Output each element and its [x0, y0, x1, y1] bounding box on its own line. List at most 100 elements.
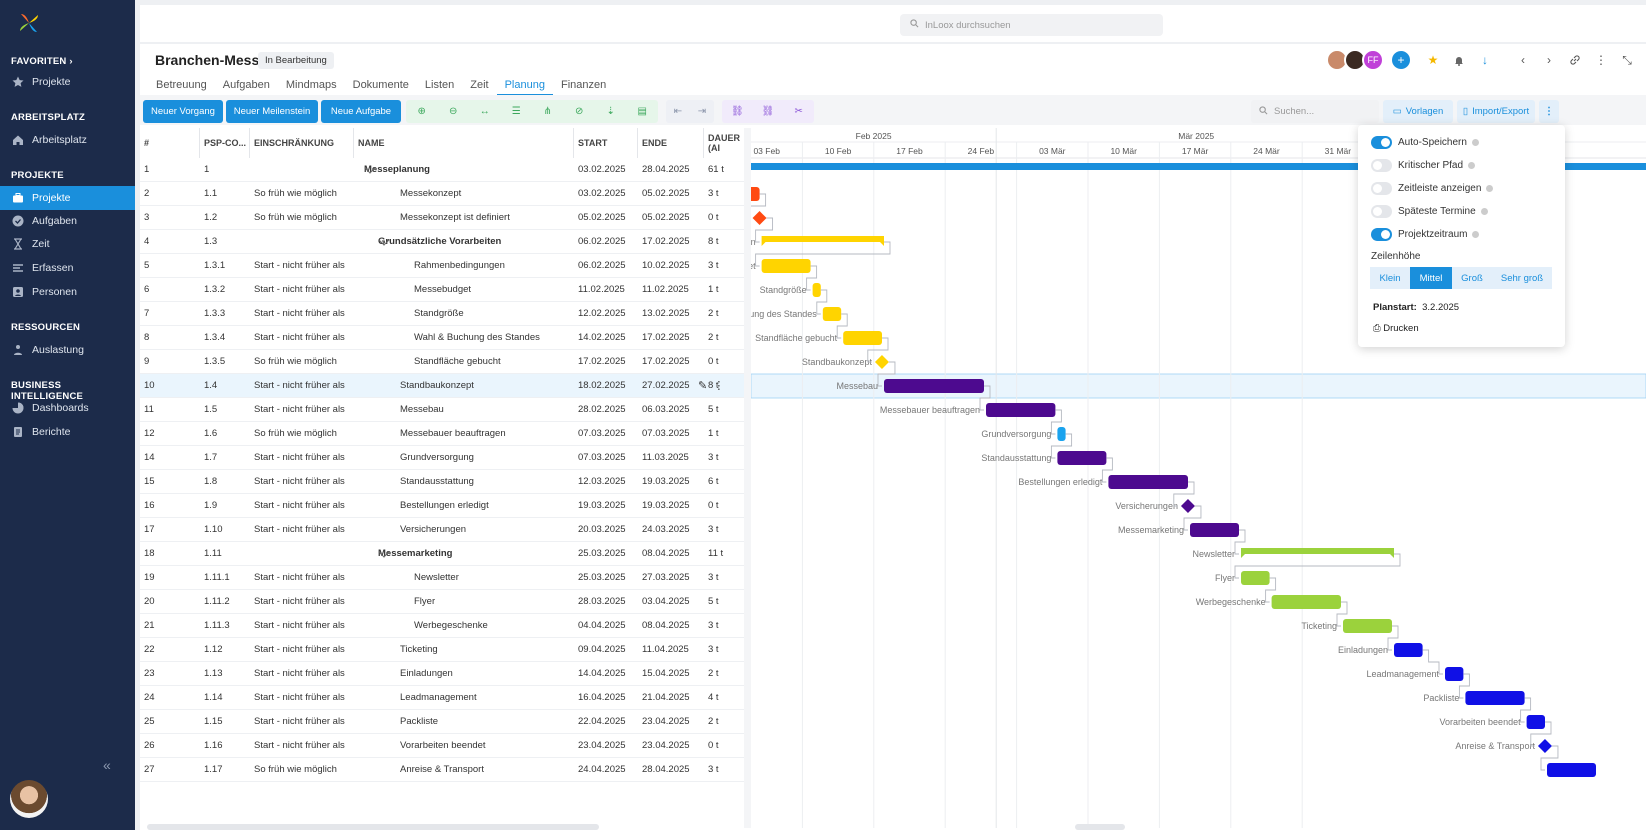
tab-listen[interactable]: Listen	[424, 79, 455, 91]
milestone-bar[interactable]	[752, 211, 767, 225]
table-row[interactable]: 14 1.7 Start - nicht früher als Grundversor…	[140, 446, 744, 470]
info-icon[interactable]	[1471, 138, 1479, 146]
cell-start[interactable]: 03.02.2025	[578, 188, 626, 199]
sidebar-item-projekte[interactable]: Projekte	[0, 186, 135, 210]
cell-end[interactable]: 19.03.2025	[642, 500, 690, 511]
bar-label[interactable]: Anreise & Transport	[1455, 741, 1535, 751]
cell-psp[interactable]: 1.3.4	[204, 332, 226, 343]
cell-constraint[interactable]: So früh wie möglich	[254, 188, 337, 199]
grid-scrollbar[interactable]	[147, 824, 599, 830]
cell-start[interactable]: 12.02.2025	[578, 308, 626, 319]
cell-psp[interactable]: 1.16	[204, 740, 223, 751]
cell-constraint[interactable]: Start - nicht früher als	[254, 284, 345, 295]
cell-constraint[interactable]: Start - nicht früher als	[254, 380, 345, 391]
zoom-out-icon[interactable]: ⊖	[449, 106, 458, 117]
cell-psp[interactable]: 1.11.3	[204, 620, 230, 631]
bar-label[interactable]: Ticketing	[1301, 621, 1337, 631]
new-process-button[interactable]: Neuer Vorgang	[143, 100, 223, 123]
table-row[interactable]: 15 1.8 Start - nicht früher als Standaussta…	[140, 470, 744, 494]
hide-icon[interactable]: ⊘	[575, 106, 584, 117]
bar-label[interactable]: Versicherungen	[1115, 501, 1178, 511]
tab-dokumente[interactable]: Dokumente	[352, 79, 409, 91]
cell-no[interactable]: 5	[144, 260, 150, 271]
table-row[interactable]: 3 1.2 So früh wie möglich Messekonzept ist …	[140, 206, 744, 230]
cell-name[interactable]: Grundversorgung	[400, 452, 474, 463]
tab-planung[interactable]: Planung	[496, 76, 553, 96]
cell-name[interactable]: Grundsätzliche Vorarbeiten	[378, 236, 502, 247]
cell-name[interactable]: Versicherungen	[400, 524, 467, 535]
table-row[interactable]: 4 1.3 Grundsätzliche Vorarbeiten 06.02.2025…	[140, 230, 744, 254]
cell-no[interactable]: 27	[144, 764, 155, 775]
task-bar[interactable]	[812, 283, 821, 297]
new-task-button[interactable]: Neue Aufgabe	[321, 100, 401, 123]
table-row[interactable]: 7 1.3.3 Start - nicht früher als Standgröße…	[140, 302, 744, 326]
cell-constraint[interactable]: Start - nicht früher als	[254, 524, 345, 535]
cell-name[interactable]: Flyer	[414, 596, 436, 607]
cell-name[interactable]: Messebauer beauftragen	[400, 428, 506, 439]
cell-name[interactable]: Messekonzept ist definiert	[400, 212, 510, 223]
bar-label[interactable]: Einladungen	[1338, 645, 1388, 655]
cell-end[interactable]: 28.04.2025	[642, 164, 690, 175]
cell-end[interactable]: 11.03.2025	[642, 452, 689, 463]
table-row[interactable]: 6 1.3.2 Start - nicht früher als Messebudge…	[140, 278, 744, 302]
cell-start[interactable]: 12.03.2025	[578, 476, 626, 487]
task-bar[interactable]	[1445, 667, 1464, 681]
task-bar[interactable]	[1190, 523, 1239, 537]
cell-duration[interactable]: 8 t	[708, 380, 719, 391]
templates-button[interactable]: ▭ Vorlagen	[1383, 100, 1453, 123]
star-icon[interactable]: ★	[1427, 53, 1439, 67]
cell-start[interactable]: 28.02.2025	[578, 404, 626, 415]
section-favoriten[interactable]: FAVORITEN ›	[11, 56, 73, 67]
table-row[interactable]: 18 1.11 Messemarketing 25.03.2025 08.04.2025…	[140, 542, 744, 566]
switch[interactable]	[1371, 135, 1392, 149]
task-bar[interactable]	[1241, 571, 1270, 585]
sidebar-item-dashboards[interactable]: Dashboards	[0, 396, 135, 420]
table-row[interactable]: 24 1.14 Start - nicht früher als Leadmanage…	[140, 686, 744, 710]
global-search-input[interactable]: InLoox durchsuchen	[900, 14, 1163, 36]
close-icon[interactable]: ✕	[1642, 49, 1646, 71]
cell-duration[interactable]: 11 t	[708, 548, 724, 559]
cell-end[interactable]: 21.04.2025	[642, 692, 690, 703]
tab-zeit[interactable]: Zeit	[470, 79, 489, 91]
cell-psp[interactable]: 1.12	[204, 644, 223, 655]
column-header-start[interactable]: START	[574, 128, 638, 158]
milestone-bar[interactable]	[1537, 739, 1552, 753]
cell-name[interactable]: Rahmenbedingungen	[414, 260, 505, 271]
cell-end[interactable]: 19.03.2025	[642, 476, 690, 487]
cell-psp[interactable]: 1.3.5	[204, 356, 226, 367]
cell-end[interactable]: 28.04.2025	[642, 764, 690, 775]
add-member-icon[interactable]: +	[1390, 49, 1412, 71]
bar-label[interactable]: Vorarbeiten beendet	[1440, 717, 1522, 727]
table-row[interactable]: 22 1.12 Start - nicht früher als Ticketing 0…	[140, 638, 744, 662]
cell-psp[interactable]: 1.15	[204, 716, 223, 727]
bar-label[interactable]: Werbegeschenke	[1196, 597, 1266, 607]
cell-constraint[interactable]: So früh wie möglich	[254, 764, 337, 775]
cell-end[interactable]: 13.02.2025	[642, 308, 690, 319]
bar-label[interactable]: Standfläche gebucht	[755, 333, 838, 343]
table-row[interactable]: 2 1.1 So früh wie möglich Messekonzept 03.02…	[140, 182, 744, 206]
task-bar[interactable]	[1465, 691, 1525, 705]
cell-constraint[interactable]: Start - nicht früher als	[254, 740, 345, 751]
cell-duration[interactable]: 3 t	[708, 524, 719, 535]
planning-search-input[interactable]: Suchen...	[1251, 100, 1379, 123]
bar-label[interactable]: Packliste	[1423, 693, 1459, 703]
tab-betreuung[interactable]: Betreuung	[156, 79, 207, 91]
cell-duration[interactable]: 1 t	[708, 428, 719, 439]
cell-duration[interactable]: 0 t	[708, 740, 719, 751]
cell-name[interactable]: Anreise & Transport	[400, 764, 484, 775]
cell-start[interactable]: 09.04.2025	[578, 644, 626, 655]
cell-psp[interactable]: 1.3	[204, 236, 218, 247]
cell-psp[interactable]: 1.14	[204, 692, 223, 703]
column-header-psp[interactable]: PSP-CO...	[200, 128, 250, 158]
cell-end[interactable]: 11.02.2025	[642, 284, 689, 295]
column-header-name[interactable]: NAME	[354, 128, 574, 158]
cell-constraint[interactable]: So früh wie möglich	[254, 428, 337, 439]
cell-constraint[interactable]: So früh wie möglich	[254, 356, 337, 367]
cell-name[interactable]: Newsletter	[414, 572, 459, 583]
table-row[interactable]: 9 1.3.5 So früh wie möglich Standfläche geb…	[140, 350, 744, 374]
bar-label[interactable]: l & Buchung des Standes	[751, 309, 817, 319]
column-header-duration[interactable]: DAUER (AI	[708, 133, 741, 153]
cell-no[interactable]: 11	[144, 404, 154, 415]
table-row[interactable]: 5 1.3.1 Start - nicht früher als Rahmenbedi…	[140, 254, 744, 278]
cell-no[interactable]: 21	[144, 620, 155, 631]
